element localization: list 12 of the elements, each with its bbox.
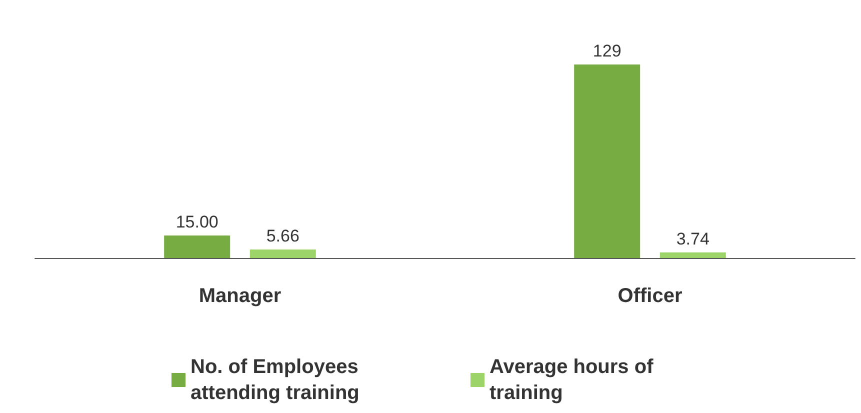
data-label: 15.00 (176, 212, 218, 232)
x-tick-label: Manager (198, 285, 282, 307)
data-label: 129 (592, 42, 622, 60)
data-label: 3.74 (676, 229, 710, 248)
bar (164, 236, 230, 258)
x-tick-label: Officer (618, 285, 682, 307)
legend-label: Average hours of training (490, 356, 659, 404)
data-label: 5.66 (266, 226, 300, 246)
bar (574, 64, 640, 258)
legend-label: No. of Employees attending training (190, 356, 364, 404)
bar (660, 252, 726, 258)
bar (250, 250, 316, 258)
